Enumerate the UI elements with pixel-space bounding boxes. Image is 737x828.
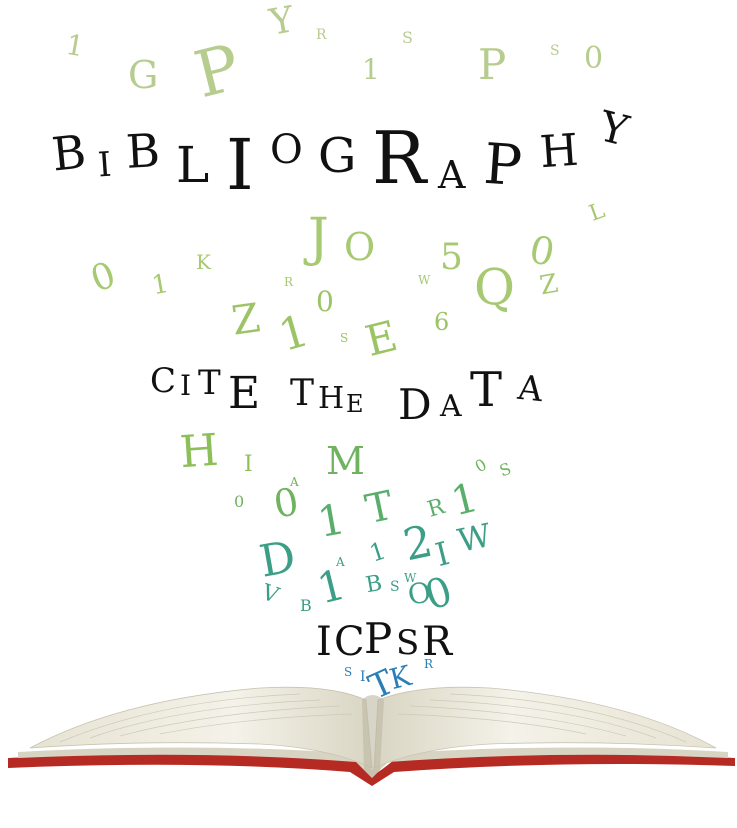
heading-letter: B	[124, 123, 162, 179]
subheading-letter: E	[228, 368, 261, 419]
scattered-letter: P	[478, 40, 507, 89]
scattered-letter: M	[326, 439, 365, 483]
subheading-letter: A	[515, 367, 545, 411]
heading-letter: L	[176, 136, 210, 194]
scattered-letter: 0	[584, 41, 604, 76]
scattered-letter: R	[424, 657, 434, 671]
left-page-lines	[59, 693, 353, 743]
subheading-letter: A	[440, 389, 462, 424]
scattered-letter: A	[290, 475, 299, 489]
right-page-lines	[397, 693, 687, 743]
heading-letter: I	[96, 144, 113, 186]
scattered-letter: 1	[362, 53, 380, 86]
heading-letter: G	[318, 128, 357, 184]
scattered-letter: K	[196, 250, 211, 274]
scattered-letter: 0	[316, 285, 334, 318]
scattered-letter: W	[418, 273, 431, 287]
scattered-letter: S	[402, 28, 413, 47]
scattered-letter: 0	[234, 492, 245, 511]
brand-letter: C	[334, 619, 365, 665]
scattered-letter: W	[454, 515, 495, 561]
scattered-letter: S	[390, 579, 400, 595]
scattered-letter: I	[244, 452, 253, 477]
heading-letter: R	[372, 116, 427, 200]
subheading-letter: I	[180, 369, 192, 402]
spine-shadow	[362, 695, 384, 778]
brand-letter: S	[396, 623, 420, 663]
scattered-letter: 5	[440, 237, 463, 278]
scattered-letter: B	[300, 596, 312, 615]
subheading-letter: D	[398, 380, 432, 429]
subheading-letter: T	[290, 373, 315, 414]
scattered-letter: G	[128, 53, 159, 97]
subheading-letter: C	[150, 361, 177, 401]
scattered-letter: S	[550, 43, 560, 59]
book-cover	[8, 753, 735, 786]
heading-letter: O	[270, 127, 303, 173]
right-page	[373, 686, 717, 769]
scattered-letter: A	[336, 555, 345, 569]
brand-letter: P	[364, 614, 393, 663]
heading-letter: I	[226, 124, 254, 206]
subheading-letter: T	[470, 362, 503, 418]
scattered-letter: D	[255, 531, 300, 588]
scattered-letter: R	[284, 275, 294, 289]
scattered-letter: Q	[474, 258, 515, 316]
scattered-letter: S	[344, 665, 353, 679]
scattered-letter: Z	[228, 295, 263, 345]
brand-letter: I	[316, 619, 332, 665]
scattered-letter: W	[404, 571, 417, 585]
scattered-letter: 6	[434, 308, 450, 336]
scattered-letter: H	[178, 424, 221, 479]
subheading-letter: H	[318, 381, 345, 416]
page-edges	[18, 747, 728, 778]
scattered-letter: I	[360, 669, 366, 685]
heading-letter: B	[49, 124, 89, 182]
heading-letter: A	[438, 153, 466, 197]
scattered-letter: O	[344, 225, 376, 269]
brand-letter: R	[422, 619, 453, 665]
scattered-letter: R	[316, 27, 327, 43]
scattered-letter: S	[340, 331, 349, 345]
heading-letter: P	[481, 131, 524, 200]
subheading-letter: E	[346, 390, 364, 418]
subheading-letter: T	[198, 363, 221, 403]
scattered-letter: J	[308, 208, 329, 268]
heading-letter: H	[538, 124, 581, 179]
